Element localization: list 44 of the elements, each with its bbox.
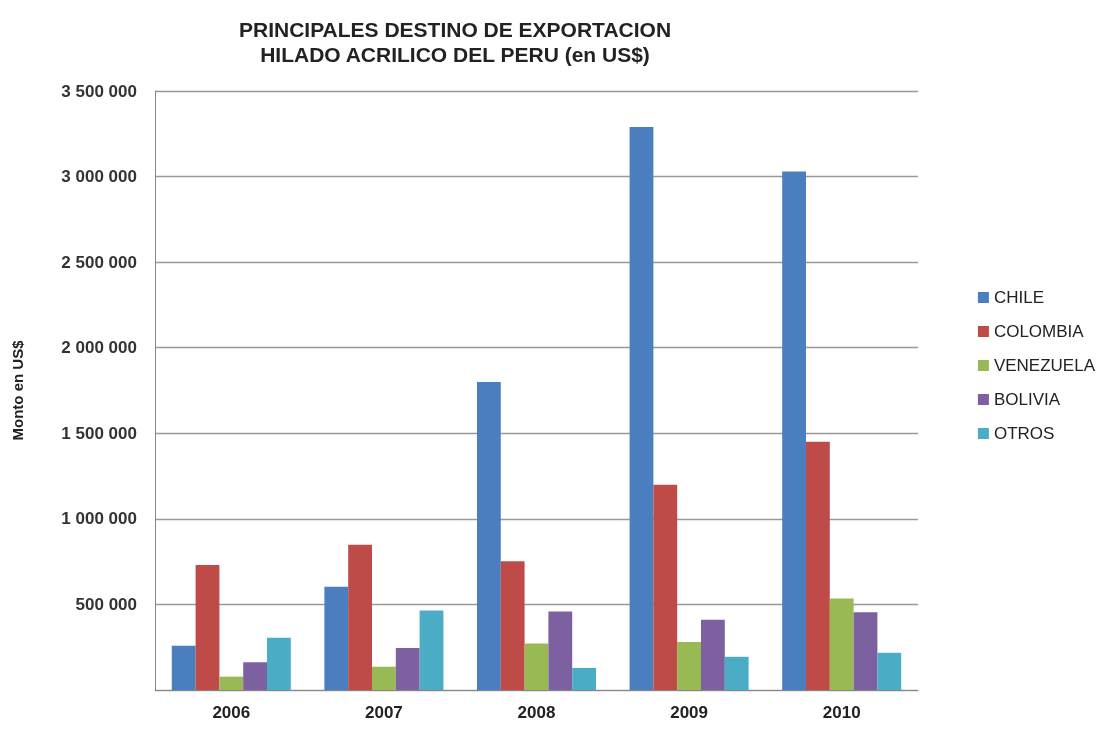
y-tick-label: 1 000 000 (61, 509, 137, 529)
x-tick-label: 2010 (822, 703, 861, 722)
bar (877, 652, 902, 690)
x-tick-label: 2006 (212, 703, 251, 722)
legend-label: COLOMBIA (993, 322, 1085, 341)
y-axis-title: Monto en US$ (9, 339, 26, 441)
bar (195, 564, 220, 690)
y-tick-label: 500 000 (75, 594, 137, 614)
bar (500, 561, 525, 690)
bar (419, 610, 444, 690)
bar (701, 619, 725, 690)
bar (348, 544, 372, 690)
bar (524, 643, 549, 690)
legend-label: BOLIVIA (993, 390, 1061, 409)
x-tick-label: 2009 (670, 703, 709, 722)
bar (782, 171, 806, 690)
bar (324, 586, 349, 690)
bar (724, 656, 749, 690)
y-tick-label: 3 500 000 (61, 81, 137, 101)
y-tick-label: 3 000 000 (61, 167, 137, 187)
y-tick-label: 2 000 000 (61, 338, 137, 358)
bar (629, 126, 654, 690)
bar (853, 612, 878, 690)
bar (476, 381, 501, 690)
legend-label: CHILE (993, 288, 1044, 307)
bar (829, 598, 854, 690)
bar (677, 641, 701, 690)
x-tick-label: 2007 (364, 703, 403, 722)
bar (395, 647, 420, 690)
bar (267, 637, 291, 690)
bar (372, 666, 396, 690)
y-tick-label: 1 500 000 (61, 423, 137, 443)
bar (572, 667, 597, 690)
bar (171, 645, 196, 690)
bar (548, 611, 573, 690)
bar (219, 676, 244, 690)
chart-title: PRINCIPALES DESTINO DE EXPORTACION HILADO ACRILICO DEL PERU (en US$) (238, 18, 672, 66)
legend-label: VENEZUELA (993, 356, 1096, 375)
bar (805, 441, 830, 690)
bar (243, 662, 268, 690)
legend-label: OTROS (993, 424, 1055, 443)
x-tick-label: 2008 (517, 703, 556, 722)
bar (653, 484, 678, 690)
y-tick-label: 2 500 000 (61, 252, 137, 272)
